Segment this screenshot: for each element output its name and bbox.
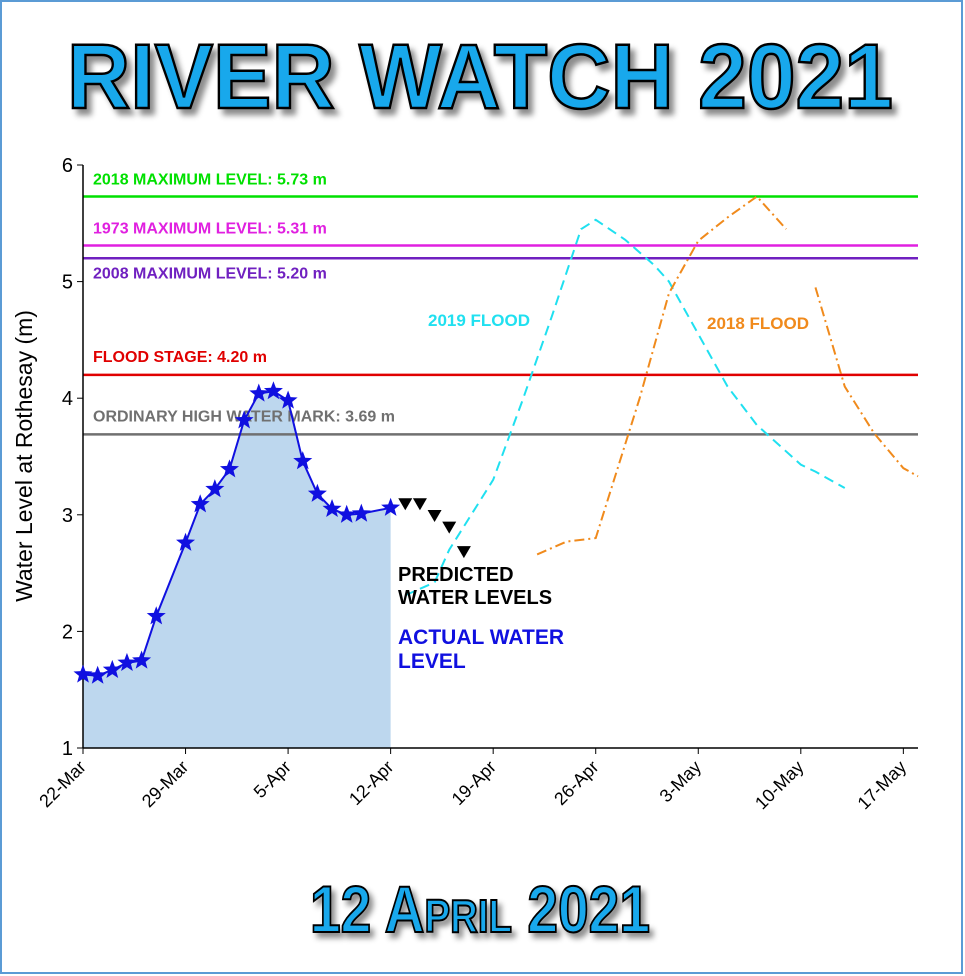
reference-label: 2008 MAXIMUM LEVEL: 5.20 m bbox=[93, 265, 327, 282]
reference-label: FLOOD STAGE: 4.20 m bbox=[93, 349, 267, 366]
star-marker bbox=[205, 479, 225, 498]
x-tick-label: 17-May bbox=[854, 757, 911, 814]
series-line bbox=[536, 195, 919, 556]
series-label: 2018 FLOOD bbox=[707, 314, 810, 333]
y-tick-label: 6 bbox=[62, 155, 73, 177]
y-tick-label: 5 bbox=[62, 272, 73, 294]
triangle-marker bbox=[427, 509, 442, 522]
triangle-marker bbox=[442, 521, 457, 534]
star-marker bbox=[88, 665, 108, 684]
star-marker bbox=[73, 664, 93, 683]
series-label: 2019 FLOOD bbox=[428, 311, 531, 330]
star-marker bbox=[132, 650, 152, 669]
star-marker bbox=[190, 494, 210, 513]
series-label: ACTUAL WATER LEVEL bbox=[398, 626, 565, 674]
y-tick-label: 2 bbox=[62, 621, 73, 643]
star-marker bbox=[176, 532, 196, 551]
y-tick-label: 3 bbox=[62, 505, 73, 527]
series-label: PREDICTED WATER LEVELS bbox=[398, 564, 553, 609]
star-marker bbox=[219, 459, 240, 478]
star-marker bbox=[234, 410, 254, 429]
x-tick-label: 22-Mar bbox=[35, 757, 89, 811]
x-tick-label: 12-Apr bbox=[345, 757, 397, 809]
triangle-marker bbox=[456, 546, 471, 559]
star-marker bbox=[351, 503, 371, 522]
area bbox=[83, 391, 391, 748]
page-title: RIVER WATCH 2021 bbox=[67, 26, 893, 128]
date-footer: 12 April 2021 bbox=[310, 872, 650, 946]
star-marker bbox=[293, 451, 313, 470]
star-marker bbox=[322, 498, 342, 518]
star-marker bbox=[117, 652, 137, 671]
x-tick-label: 5-Apr bbox=[250, 757, 295, 802]
star-marker bbox=[249, 383, 269, 402]
star-marker bbox=[278, 390, 298, 409]
triangle-marker bbox=[398, 498, 413, 511]
x-tick-label: 3-May bbox=[656, 757, 706, 807]
x-tick-label: 29-Mar bbox=[138, 757, 192, 811]
star-marker bbox=[307, 483, 327, 502]
x-tick-label: 19-Apr bbox=[448, 757, 500, 809]
x-tick-label: 10-May bbox=[751, 757, 808, 814]
reference-label: 1973 MAXIMUM LEVEL: 5.31 m bbox=[93, 220, 327, 237]
y-axis-label: Water Level at Rothesay (m) bbox=[11, 310, 37, 602]
x-tick-label: 26-Apr bbox=[550, 757, 602, 809]
y-tick-label: 4 bbox=[62, 388, 73, 410]
star-marker bbox=[146, 606, 166, 625]
star-marker bbox=[381, 497, 401, 516]
reference-label: 2018 MAXIMUM LEVEL: 5.73 m bbox=[93, 171, 327, 188]
series-line bbox=[404, 218, 846, 597]
star-marker bbox=[337, 504, 357, 523]
star-marker bbox=[263, 381, 283, 400]
triangle-marker bbox=[412, 498, 427, 511]
star-marker bbox=[102, 659, 122, 678]
y-tick-label: 1 bbox=[62, 738, 73, 760]
